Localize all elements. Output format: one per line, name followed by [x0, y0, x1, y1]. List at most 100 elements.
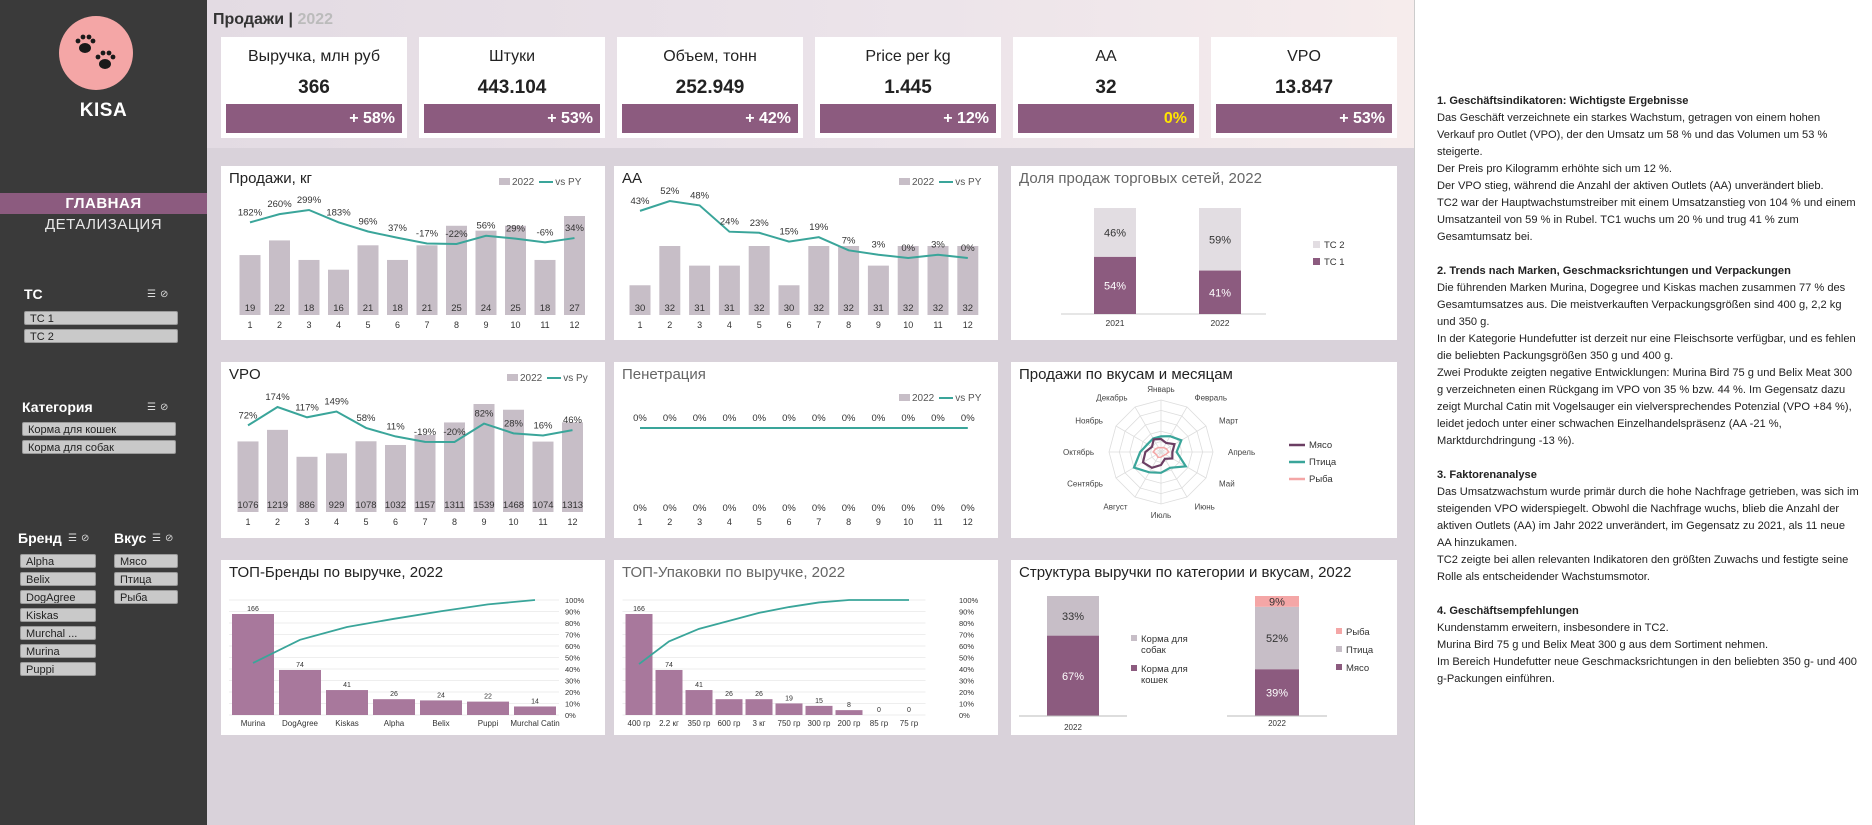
slicer-category-item[interactable]: Корма для собак: [22, 440, 176, 454]
panel-share: Доля продаж торговых сетей, 2022 54% 46% 2…: [1011, 166, 1397, 340]
bar-value-label: 0%: [693, 503, 707, 514]
line-value-label: 117%: [295, 402, 319, 413]
bar-value-label: 1032: [385, 500, 406, 511]
slicer-taste-icons[interactable]: ☰⊘: [152, 533, 178, 544]
line-value-label: 7%: [842, 235, 856, 246]
slicer-tc-item[interactable]: TC 2: [24, 329, 178, 343]
x-tick-label: 10: [508, 517, 518, 527]
bar: [564, 216, 585, 315]
kpi-card: AA 32 0%: [1013, 37, 1199, 138]
panel-title: AA: [622, 170, 643, 187]
line-value-label: -17%: [416, 228, 439, 239]
slicer-brand-item[interactable]: Puppi: [20, 662, 96, 676]
slicer-brand-item[interactable]: Kiskas: [20, 608, 96, 622]
slicer-taste-item[interactable]: Мясо: [114, 554, 178, 568]
slicer-brand-item[interactable]: DogAgree: [20, 590, 96, 604]
bar: [532, 441, 554, 512]
bar: [373, 699, 415, 715]
bar-value-label: 26: [725, 691, 733, 698]
bar: [279, 669, 321, 715]
x-tick-label: 2.2 кг: [659, 719, 679, 728]
line-value-label: 0%: [931, 413, 945, 424]
slicer-brand-item[interactable]: Murina: [20, 644, 96, 658]
bar: [562, 422, 583, 512]
bar-value-label: 0%: [782, 503, 796, 514]
stack-label: 39%: [1266, 688, 1288, 700]
y2-tick-label: 50%: [959, 654, 974, 663]
bar-value-label: 26: [390, 691, 398, 698]
stack-label: 52%: [1266, 633, 1288, 645]
x-tick-label: 12: [569, 320, 579, 330]
stack-bar-tc1: [1199, 270, 1241, 314]
panel-title: Продажи, кг: [229, 170, 313, 187]
radar-spoke: [1134, 406, 1162, 453]
notes-section: 3. Faktorenanalyse Das Umsatzwachstum wur…: [1437, 467, 1859, 586]
kpi-label: VPO: [1287, 48, 1321, 65]
x-tick-label: 5: [363, 517, 368, 527]
bar-value-label: 32: [903, 303, 914, 314]
slicer-taste-item[interactable]: Птица: [114, 572, 178, 586]
bar-value-label: 41: [343, 682, 351, 689]
kpi-label: AA: [1095, 48, 1117, 65]
bar: [927, 246, 949, 315]
x-tick-label: Alpha: [384, 719, 405, 728]
x-tick-label: 2022: [1268, 719, 1286, 728]
nav-details[interactable]: ДЕТАЛИЗАЦИЯ: [44, 216, 163, 233]
bar-value-label: 18: [540, 303, 551, 314]
slicer-category-icons[interactable]: ☰⊘: [147, 402, 173, 413]
x-tick-label: 2: [667, 320, 672, 330]
bar-value-label: 32: [933, 303, 944, 314]
panel-title: ТОП-Упаковки по выручке, 2022: [622, 564, 846, 581]
radar-axis-label: Октябрь: [1063, 448, 1094, 457]
slicer-tc-title: TC: [24, 286, 43, 302]
slicer-tc-item[interactable]: TC 1: [24, 311, 178, 325]
panel-title: Доля продаж торговых сетей, 2022: [1019, 170, 1262, 187]
slicer-brand-item[interactable]: Belix: [20, 572, 96, 586]
kpi-value: 366: [298, 77, 330, 98]
y2-tick-label: 40%: [565, 665, 580, 674]
bar-value-label: 32: [754, 303, 765, 314]
bar-value-label: 8: [847, 702, 851, 709]
x-tick-label: 1: [247, 320, 252, 330]
x-tick-label: 2: [667, 517, 672, 527]
bar-value-label: 0%: [663, 503, 677, 514]
line-value-label: 0%: [961, 413, 975, 424]
notes-heading: 2. Trends nach Marken, Geschmacksrichtun…: [1437, 265, 1791, 277]
y2-tick-label: 0%: [565, 711, 576, 720]
logo: [59, 16, 133, 90]
bar: [387, 259, 408, 315]
bar-value-label: 0%: [723, 503, 737, 514]
line-value-label: 0%: [693, 413, 707, 424]
x-tick-label: 3: [697, 320, 702, 330]
slicer-tc-icons[interactable]: ☰⊘: [147, 289, 173, 300]
slicer-category-item[interactable]: Корма для кошек: [22, 422, 176, 436]
bar-value-label: 41: [695, 682, 703, 689]
bar-value-label: 25: [451, 303, 462, 314]
x-tick-label: 7: [816, 517, 821, 527]
slicer-brand-item[interactable]: Alpha: [20, 554, 96, 568]
x-tick-label: 2022: [1064, 723, 1082, 732]
notes-paragraph: Die führenden Marken Murina, Dogegree un…: [1437, 282, 1846, 328]
bar: [625, 614, 653, 715]
bar-value-label: 0%: [812, 503, 826, 514]
slicer-brand-item[interactable]: Murchal ...: [20, 626, 96, 640]
taste-segment: [1255, 606, 1299, 670]
slicer-taste-item[interactable]: Рыба: [114, 590, 178, 604]
notes-pane: 1. Geschäftsindikatoren: Wichtigste Erge…: [1414, 0, 1872, 825]
notes-paragraph: TC2 zeigte bei allen relevanten Indikato…: [1437, 554, 1849, 583]
kpi-label: Выручка, млн руб: [247, 48, 381, 65]
nav-main[interactable]: ГЛАВНАЯ: [0, 193, 207, 214]
notes-paragraph: Das Umsatzwachstum wurde primär durch di…: [1437, 486, 1859, 549]
line-value-label: 182%: [238, 207, 263, 218]
slicer-brand-icons[interactable]: ☰⊘: [68, 533, 94, 544]
bar-value-label: 22: [274, 303, 285, 314]
line-value-label: 23%: [750, 218, 770, 229]
y2-tick-label: 60%: [959, 642, 974, 651]
dashboard-main: Продажи | 2022 Выручка, млн руб 366 + 58% Ш…: [207, 0, 1414, 825]
x-tick-label: 350 гр: [688, 719, 711, 728]
x-tick-label: 3: [697, 517, 702, 527]
line-value-label: 46%: [563, 415, 583, 426]
stack-label: 67%: [1062, 671, 1084, 683]
panel-top-brands: ТОП-Бренды по выручке, 2022 100% 90% 80% 70…: [221, 560, 605, 735]
bar: [745, 699, 773, 715]
